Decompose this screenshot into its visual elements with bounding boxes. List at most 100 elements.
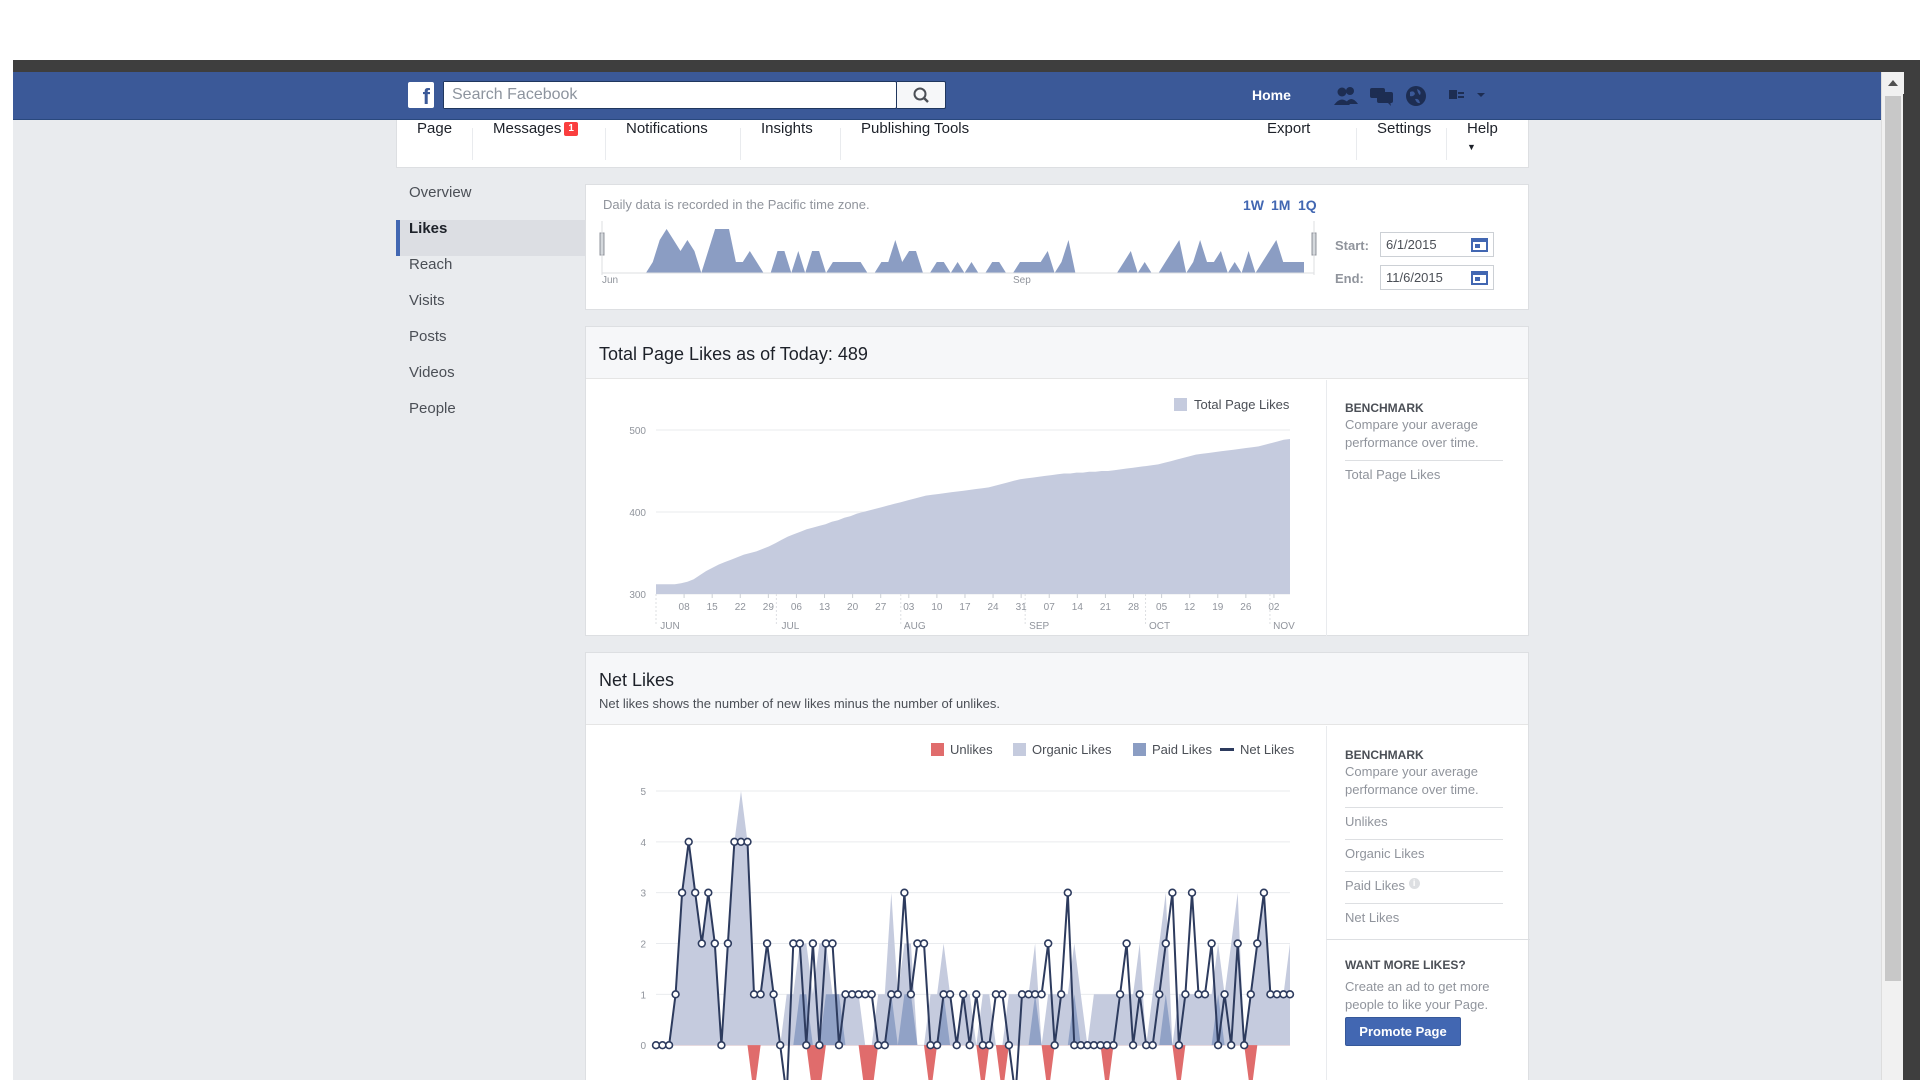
x-tick-label: 26	[1240, 602, 1252, 613]
y-tick-label: 5	[640, 787, 646, 798]
sidebar-item-reach[interactable]: Reach	[409, 256, 453, 273]
tab-messages[interactable]: Messages 1	[473, 120, 598, 168]
legend-organic[interactable]: Organic Likes	[1013, 742, 1111, 757]
benchmark-item[interactable]: Total Page Likes	[1345, 460, 1503, 482]
benchmark-heading: BENCHMARK	[1345, 401, 1424, 415]
tab-export[interactable]: Export	[1247, 120, 1330, 168]
net-likes-point	[710, 939, 720, 948]
net-likes-point	[1200, 990, 1210, 999]
net-likes-point	[880, 1041, 889, 1050]
tab-publishing-tools[interactable]: Publishing Tools	[841, 120, 989, 168]
scrollbar-thumb[interactable]	[1885, 96, 1901, 981]
x-tick-label: 17	[959, 602, 971, 613]
start-label: Start:	[1335, 238, 1369, 253]
x-tick-label: 19	[1212, 602, 1224, 613]
x-tick-label: 07	[1044, 602, 1056, 613]
x-tick-label: 13	[819, 602, 831, 613]
start-date-field[interactable]	[1380, 232, 1494, 257]
range-1q-button[interactable]: 1Q	[1298, 197, 1317, 213]
card-header: Total Page Likes as of Today: 489	[586, 327, 1528, 379]
net-likes-point	[932, 1041, 942, 1050]
page-nav-bar: Page Messages 1 Notifications Insights Pu…	[396, 120, 1529, 168]
net-likes-point	[795, 939, 805, 948]
legend-line-icon	[1220, 748, 1234, 751]
benchmark-item[interactable]: Net Likes	[1345, 903, 1503, 925]
sidebar-item-likes[interactable]: Likes	[396, 220, 596, 256]
calendar-icon[interactable]	[1471, 271, 1488, 285]
sidebar-item-people[interactable]: People	[409, 400, 456, 417]
start-date-input[interactable]	[1381, 233, 1461, 256]
end-label: End:	[1335, 271, 1364, 286]
tab-settings[interactable]: Settings	[1357, 120, 1451, 168]
net-likes-point	[1220, 990, 1229, 999]
mini-timeline-chart[interactable]: Jun Sep	[596, 221, 1326, 311]
net-likes-point	[854, 990, 863, 999]
legend-net[interactable]: Net Likes	[1220, 742, 1294, 757]
net-likes-point	[1233, 939, 1242, 948]
scroll-up-arrow[interactable]	[1882, 72, 1904, 94]
net-likes-point	[1168, 888, 1177, 897]
tab-label: Publishing Tools	[861, 120, 970, 137]
benchmark-panel: BENCHMARK Compare your average performan…	[1326, 380, 1530, 636]
end-date-input[interactable]	[1381, 266, 1461, 289]
net-likes-point	[1037, 990, 1046, 999]
net-likes-point	[1253, 939, 1262, 948]
tab-label: Messages	[493, 120, 562, 137]
tab-help[interactable]: Help ▼	[1447, 120, 1528, 168]
net-likes-point	[952, 1041, 961, 1050]
net-likes-point	[906, 990, 916, 999]
net-likes-point	[1161, 939, 1170, 948]
net-likes-point	[874, 1041, 883, 1050]
legend-paid[interactable]: Paid Likes	[1133, 742, 1212, 757]
search-input[interactable]	[444, 82, 894, 108]
sidebar-item-visits[interactable]: Visits	[409, 292, 445, 309]
net-likes-point	[802, 1041, 811, 1050]
friend-requests-icon[interactable]	[1333, 85, 1359, 107]
y-tick-label: 0	[640, 1041, 646, 1052]
tab-insights[interactable]: Insights	[741, 120, 833, 168]
net-likes-point	[926, 1041, 935, 1050]
tab-page[interactable]: Page	[397, 120, 472, 168]
legend-label: Paid Likes	[1152, 742, 1212, 757]
info-icon[interactable]: i	[1408, 878, 1420, 889]
range-1w-button[interactable]: 1W	[1243, 197, 1264, 213]
search-box	[443, 81, 897, 109]
range-1m-button[interactable]: 1M	[1271, 197, 1291, 213]
sidebar-item-overview[interactable]: Overview	[409, 184, 472, 201]
net-likes-point	[717, 1041, 726, 1050]
legend-label: Unlikes	[950, 742, 993, 757]
benchmark-item[interactable]: Paid Likes i	[1345, 871, 1503, 893]
total-likes-area	[656, 439, 1290, 594]
sidebar-item-posts[interactable]: Posts	[409, 328, 447, 345]
facebook-logo-icon[interactable]: f	[408, 82, 434, 108]
calendar-icon[interactable]	[1471, 238, 1488, 252]
promote-page-button[interactable]: Promote Page	[1345, 1017, 1461, 1046]
notifications-globe-icon[interactable]	[1405, 85, 1429, 107]
vertical-scrollbar[interactable]	[1881, 72, 1904, 1080]
tab-notifications[interactable]: Notifications	[606, 120, 728, 168]
search-button[interactable]	[897, 81, 946, 109]
benchmark-item[interactable]: Organic Likes	[1345, 839, 1503, 861]
legend-unlikes[interactable]: Unlikes	[931, 742, 993, 757]
messages-icon[interactable]	[1369, 85, 1395, 107]
account-menu-icon[interactable]	[1447, 85, 1491, 107]
tab-label: Settings	[1377, 120, 1432, 137]
home-link[interactable]: Home	[1252, 87, 1291, 103]
x-tick-label: 28	[1128, 602, 1140, 613]
tab-label: Notifications	[626, 120, 708, 137]
legend-label: Organic Likes	[1032, 742, 1112, 757]
legend-swatch	[1174, 398, 1187, 411]
card-title: Total Page Likes as of Today: 489	[599, 344, 868, 364]
sidebar-item-videos[interactable]: Videos	[409, 364, 455, 381]
net-likes-point	[1285, 990, 1295, 999]
tab-label: Help	[1467, 120, 1498, 137]
x-month-label: JUN	[660, 621, 679, 632]
insights-sidebar: Overview Likes Reach Visits Posts Videos…	[396, 184, 596, 436]
x-month-label: OCT	[1149, 621, 1170, 632]
tab-divider	[472, 128, 473, 160]
net-likes-point	[776, 1041, 785, 1050]
end-date-field[interactable]	[1380, 265, 1494, 290]
benchmark-item[interactable]: Unlikes	[1345, 807, 1503, 829]
net-likes-point	[704, 888, 713, 897]
net-likes-point	[1109, 1041, 1118, 1050]
